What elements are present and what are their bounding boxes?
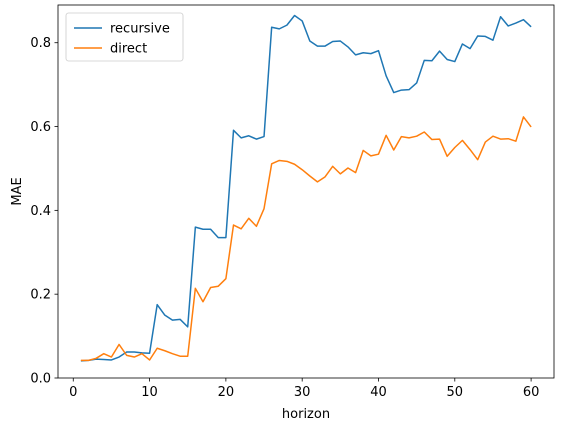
legend-label-recursive: recursive — [110, 22, 170, 37]
y-tick-label: 0.4 — [30, 204, 51, 219]
ticks-layer: 0 10 20 30 40 50 60 0.0 0.2 0.4 0.6 0.8 — [30, 36, 539, 400]
x-tick-label: 50 — [447, 385, 464, 400]
x-tick-label: 60 — [523, 385, 540, 400]
y-tick-label: 0.6 — [30, 120, 51, 135]
series-line-direct — [80, 116, 532, 362]
legend-box — [65, 12, 184, 62]
series-layer — [80, 14, 532, 362]
y-tick-label: 0.8 — [30, 36, 51, 51]
x-tick-label: 10 — [141, 385, 158, 400]
plot-frame — [57, 4, 555, 379]
x-axis-label: horizon — [282, 407, 330, 422]
x-tick-label: 40 — [370, 385, 387, 400]
plot-area — [58, 5, 554, 378]
y-axis-label: MAE — [10, 177, 25, 205]
series-line-recursive — [80, 14, 532, 362]
x-tick-label: 20 — [218, 385, 235, 400]
legend: recursive direct — [65, 12, 184, 62]
x-tick-label: 30 — [294, 385, 311, 400]
y-tick-label: 0.2 — [30, 288, 51, 303]
y-tick-label: 0.0 — [30, 372, 51, 387]
x-tick-label: 0 — [69, 385, 77, 400]
legend-label-direct: direct — [110, 42, 147, 57]
